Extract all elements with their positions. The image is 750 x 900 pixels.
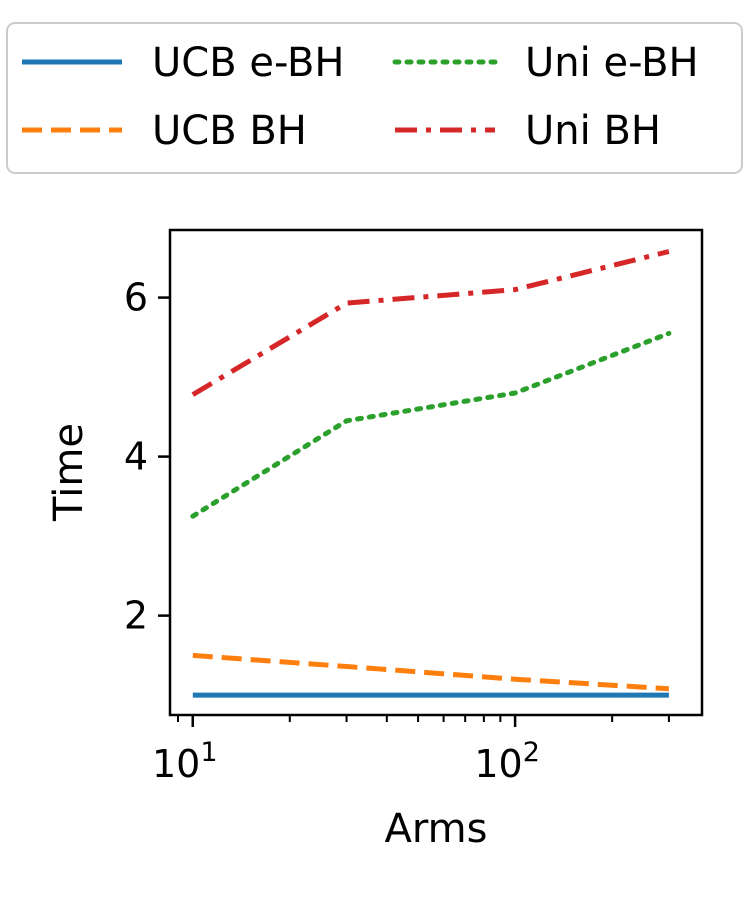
legend-label-uni-bh: Uni BH <box>525 108 661 154</box>
legend: UCB e-BH UCB BH Uni e-BH Uni BH <box>6 22 743 174</box>
y-tick-label: 2 <box>124 594 148 638</box>
x-axis-label: Arms <box>385 806 488 852</box>
series-line-uni-e-bh <box>190 330 672 519</box>
axes-frame <box>168 228 704 717</box>
y-tick-label: 4 <box>124 435 148 479</box>
legend-label-uni-e-bh: Uni e-BH <box>525 40 699 86</box>
series-line-uni-bh <box>191 249 670 397</box>
legend-label-ucb-bh: UCB BH <box>152 108 307 154</box>
series-line-ucb-bh <box>192 652 670 692</box>
legend-frame <box>6 22 743 174</box>
y-axis-label: Time <box>46 423 92 522</box>
legend-label-ucb-e-bh: UCB e-BH <box>152 40 345 86</box>
x-tick-label: 101 <box>152 737 218 786</box>
y-tick-label: 6 <box>124 276 148 320</box>
plot-area: 101 102 2 4 6 <box>124 228 704 786</box>
x-tick-label: 102 <box>474 737 540 786</box>
